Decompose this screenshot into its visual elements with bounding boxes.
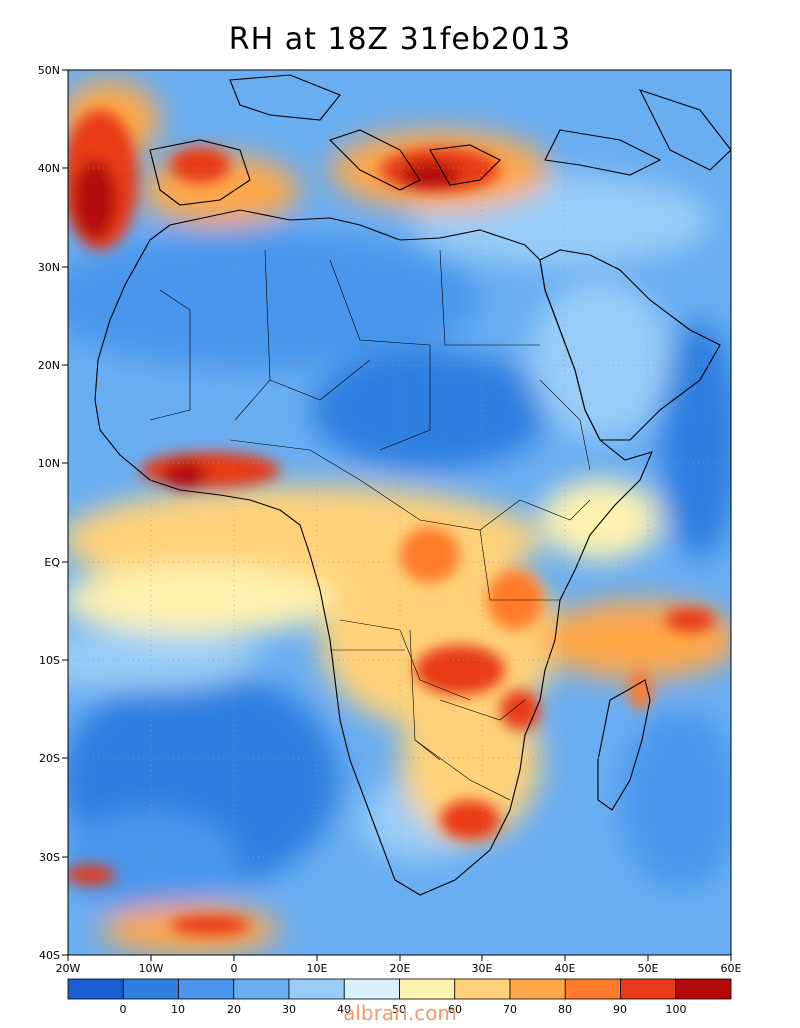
colorbar-label: 50 (392, 1003, 406, 1016)
lon-tick-label: 0 (231, 962, 238, 975)
lat-tick-label: 10S (39, 654, 60, 667)
lat-tick-label: 20N (38, 359, 60, 372)
colorbar-swatch (620, 978, 677, 1000)
lat-tick-label: 40S (39, 949, 60, 962)
lat-axis: 50N 40N 30N 20N 10N EQ 10S 20S 30S 40S (38, 64, 68, 962)
lon-tick-label: 30E (472, 962, 493, 975)
colorbar-label: 40 (337, 1003, 351, 1016)
lon-tick-label: 60E (721, 962, 742, 975)
rh-field (68, 70, 731, 955)
lat-tick-label: 50N (38, 64, 60, 77)
coastlines (94, 74, 731, 896)
colorbar-label: 80 (558, 1003, 572, 1016)
colorbar-swatch (675, 978, 732, 1000)
lat-tick-label: 10N (38, 457, 60, 470)
colorbar-swatch (233, 978, 290, 1000)
colorbar-swatch (178, 978, 235, 1000)
colorbar-label: 60 (448, 1003, 462, 1016)
lat-tick-label: 30N (38, 261, 60, 274)
colorbar (67, 978, 732, 1000)
colorbar-label: 90 (613, 1003, 627, 1016)
map-title: RH at 18Z 31feb2013 (228, 22, 572, 57)
lon-tick-label: 50E (638, 962, 659, 975)
lon-tick-label: 20W (56, 962, 81, 975)
watermark: albrari.com (343, 1001, 457, 1025)
lat-tick-label: 30S (39, 851, 60, 864)
colorbar-swatch (564, 978, 621, 1000)
colorbar-label: 20 (227, 1003, 241, 1016)
colorbar-swatch (343, 978, 400, 1000)
lon-tick-label: 10E (307, 962, 328, 975)
colorbar-label: 0 (120, 1003, 127, 1016)
lon-axis: 20W 10W 0 10E 20E 30E 40E 50E 60E (56, 955, 742, 975)
colorbar-labels: 0 10 20 30 40 50 60 70 80 90 100 (120, 1003, 687, 1016)
colorbar-swatch (454, 978, 511, 1000)
lat-tick-label: 40N (38, 162, 60, 175)
colorbar-swatch (288, 978, 345, 1000)
colorbar-swatch (67, 978, 124, 1000)
colorbar-swatch (509, 978, 566, 1000)
country-borders (149, 249, 591, 801)
lon-tick-label: 20E (390, 962, 411, 975)
lon-tick-label: 10W (139, 962, 164, 975)
colorbar-swatch (122, 978, 179, 1000)
colorbar-swatch (399, 978, 456, 1000)
colorbar-label: 10 (171, 1003, 185, 1016)
colorbar-label: 100 (666, 1003, 687, 1016)
lat-tick-label: 20S (39, 752, 60, 765)
lat-tick-label: EQ (44, 556, 60, 569)
colorbar-label: 70 (503, 1003, 517, 1016)
lon-tick-label: 40E (555, 962, 576, 975)
colorbar-label: 30 (282, 1003, 296, 1016)
graticule (68, 70, 731, 955)
